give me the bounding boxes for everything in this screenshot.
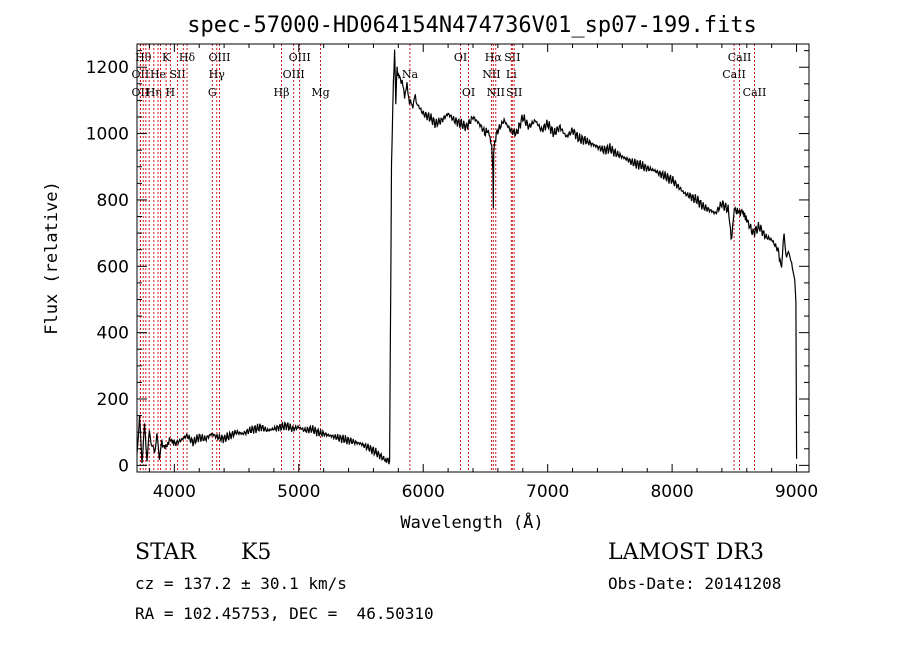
line-marker-label: Na (402, 68, 419, 81)
obs-date: Obs-Date: 20141208 (608, 574, 782, 593)
x-tick-label: 7000 (526, 482, 569, 502)
line-marker-label: SII (169, 68, 185, 81)
y-tick-label: 0 (118, 456, 129, 476)
line-marker-label: NII (487, 86, 505, 99)
line-marker-label: Hα (485, 51, 503, 64)
y-axis-label: Flux (relative) (42, 181, 62, 335)
coordinates: RA = 102.45753, DEC = 46.50310 (135, 604, 434, 623)
x-tick-label: 6000 (402, 482, 445, 502)
line-marker-label: OII (132, 86, 150, 99)
line-marker-label: OIII (289, 51, 311, 64)
line-marker-label: He (150, 68, 166, 81)
line-marker-label: OI (462, 86, 475, 99)
line-marker-label: OIII (283, 68, 305, 81)
y-tick-label: 1200 (86, 58, 129, 78)
x-tick-label: 4000 (153, 482, 196, 502)
line-marker-label: H (166, 86, 176, 99)
x-axis-label: Wavelength (Å) (400, 511, 543, 533)
x-tick-label: 8000 (650, 482, 693, 502)
y-axis: 0 200 400 600 800 1000 1200 (86, 50, 809, 476)
line-marker-label: OIII (208, 51, 230, 64)
x-axis: 4000 5000 6000 7000 8000 9000 (148, 44, 818, 502)
y-tick-label: 600 (97, 257, 129, 277)
line-marker-label: Hβ (274, 86, 290, 99)
object-subclass: K5 (241, 540, 272, 565)
object-class: STAR (135, 540, 196, 565)
emission-line-markers: OII OII Hθ Hη He K H SII Hδ G Hγ OIII Hβ OIII OIII Mg Na… (132, 44, 767, 472)
line-marker-label: OII (132, 68, 150, 81)
x-tick-label: 5000 (277, 482, 320, 502)
line-marker-label: Hδ (179, 51, 196, 64)
line-marker-label: Hθ (135, 51, 152, 64)
line-marker-label: SII (504, 51, 520, 64)
line-marker-label: Hη (146, 86, 162, 99)
chart-title: spec-57000-HD064154N474736V01_sp07-199.f… (187, 13, 757, 38)
spectrum-line (136, 49, 798, 465)
y-tick-label: 1000 (86, 125, 129, 145)
line-marker-label: NII (482, 68, 500, 81)
line-marker-label: Mg (311, 86, 329, 99)
line-marker-label: Hγ (209, 68, 226, 81)
line-marker-label: Li (506, 68, 517, 81)
plot-frame (136, 43, 810, 473)
redshift-text: cz = 137.2 ± 30.1 km/s (135, 574, 347, 593)
line-marker-label: CaII (728, 51, 752, 64)
x-tick-label: 9000 (775, 482, 818, 502)
line-marker-label: K (162, 51, 171, 64)
line-marker-label: SII (506, 86, 522, 99)
line-marker-label: OI (454, 51, 467, 64)
line-marker-label: CaII (743, 86, 767, 99)
line-marker-label: CaII (722, 68, 746, 81)
line-marker-label: G (208, 86, 217, 99)
survey-name: LAMOST DR3 (608, 540, 764, 565)
y-tick-label: 800 (97, 191, 129, 211)
y-tick-label: 400 (97, 324, 129, 344)
y-tick-label: 200 (97, 390, 129, 410)
